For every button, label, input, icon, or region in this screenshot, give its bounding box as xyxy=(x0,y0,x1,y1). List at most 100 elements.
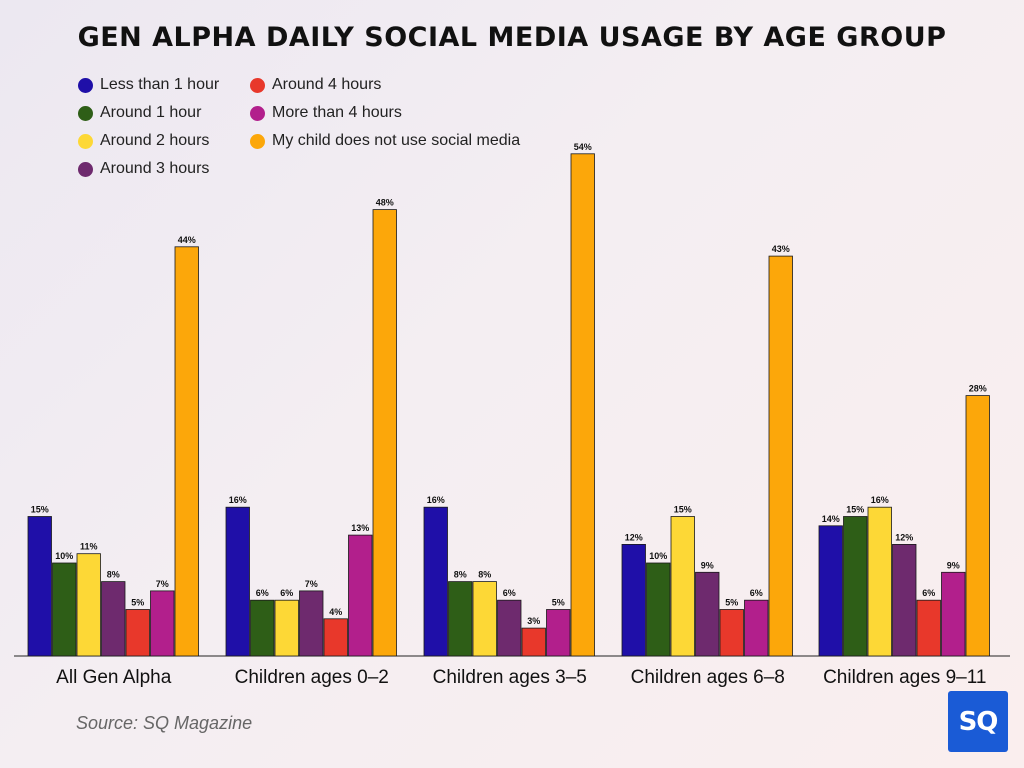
bar xyxy=(225,506,250,657)
x-tick-label: Children ages 3–5 xyxy=(433,667,587,688)
chart-title: GEN ALPHA DAILY SOCIAL MEDIA USAGE BY AG… xyxy=(77,22,947,53)
source-note: Source: SQ Magazine xyxy=(76,713,253,733)
x-tick-label: All Gen Alpha xyxy=(56,667,172,688)
bar xyxy=(843,516,868,657)
legend-item: My child does not use social media xyxy=(250,129,520,153)
bar xyxy=(250,599,275,657)
bar xyxy=(546,609,571,657)
legend-label: Less than 1 hour xyxy=(100,76,220,93)
bar xyxy=(670,516,695,657)
bar-value-label: 44% xyxy=(178,235,196,245)
legend-swatch xyxy=(78,105,93,121)
bar xyxy=(744,599,769,657)
bar-value-label: 8% xyxy=(454,570,467,580)
bar xyxy=(27,516,52,657)
bar xyxy=(52,562,77,657)
bar xyxy=(448,581,473,657)
bar xyxy=(372,209,397,657)
bar-value-label: 16% xyxy=(229,495,247,505)
bar-value-label: 6% xyxy=(922,588,935,598)
sq-logo: SQ xyxy=(948,691,1008,752)
bar-value-label: 54% xyxy=(574,142,592,152)
bar-value-label: 9% xyxy=(947,560,960,570)
legend-swatch xyxy=(250,133,265,149)
bar-value-label: 15% xyxy=(846,505,864,515)
bar-value-label: 8% xyxy=(478,570,491,580)
legend-swatch xyxy=(78,161,93,177)
legend-label: Around 2 hours xyxy=(100,132,210,149)
legend-swatch xyxy=(250,105,265,121)
bar-value-label: 48% xyxy=(376,198,394,208)
bar xyxy=(348,534,373,657)
bar xyxy=(274,599,299,657)
bar xyxy=(941,571,966,657)
bar xyxy=(101,581,126,657)
bar-value-label: 6% xyxy=(750,588,763,598)
bar-value-label: 5% xyxy=(725,598,738,608)
bar-value-label: 11% xyxy=(80,542,98,552)
bar xyxy=(174,246,199,657)
bar xyxy=(965,395,990,657)
bar xyxy=(818,525,843,657)
bar-value-label: 6% xyxy=(280,588,293,598)
bar-value-label: 12% xyxy=(895,532,913,542)
bar xyxy=(916,599,941,657)
legend-swatch xyxy=(78,133,93,149)
bar-value-label: 3% xyxy=(527,616,540,626)
bar xyxy=(892,544,917,657)
bar xyxy=(719,609,744,657)
legend-swatch xyxy=(78,77,93,93)
legend-item: Around 1 hour xyxy=(78,101,201,125)
bar xyxy=(867,506,892,657)
legend-item: Around 4 hours xyxy=(250,73,381,97)
x-tick-label: Children ages 0–2 xyxy=(235,667,389,688)
bar xyxy=(768,255,793,657)
bar xyxy=(423,506,448,657)
bar xyxy=(695,571,720,657)
bar-value-label: 8% xyxy=(107,570,120,580)
bar-value-label: 9% xyxy=(701,560,714,570)
bar-value-label: 10% xyxy=(55,551,73,561)
chart-legend: Less than 1 hour Around 1 hour Around 2 ho… xyxy=(0,0,1024,190)
bar-value-label: 7% xyxy=(156,579,169,589)
bar-value-label: 10% xyxy=(649,551,667,561)
bar xyxy=(472,581,497,657)
bar-value-label: 6% xyxy=(503,588,516,598)
legend-label: More than 4 hours xyxy=(272,104,402,121)
bar xyxy=(521,627,546,657)
bar-value-label: 43% xyxy=(772,244,790,254)
legend-item: More than 4 hours xyxy=(250,101,402,125)
bar xyxy=(323,618,348,657)
legend-swatch xyxy=(250,77,265,93)
bar-value-label: 12% xyxy=(625,532,643,542)
legend-label: Around 4 hours xyxy=(272,76,382,93)
bar-value-label: 7% xyxy=(305,579,318,589)
bar-value-label: 15% xyxy=(674,505,692,515)
bar-value-label: 6% xyxy=(256,588,269,598)
bar-value-label: 14% xyxy=(822,514,840,524)
bar-value-label: 28% xyxy=(969,384,987,394)
sq-logo-text: SQ xyxy=(958,706,999,737)
legend-item: Around 2 hours xyxy=(78,129,209,153)
legend-label: My child does not use social media xyxy=(272,132,521,149)
legend-item: Less than 1 hour xyxy=(78,73,219,97)
x-tick-label: Children ages 9–11 xyxy=(823,667,986,688)
legend-item: Around 3 hours xyxy=(78,157,209,181)
bar-value-label: 4% xyxy=(329,607,342,617)
bar xyxy=(125,609,150,657)
bar-value-label: 16% xyxy=(427,495,445,505)
bar xyxy=(646,562,671,657)
bar xyxy=(150,590,175,657)
bar-value-label: 15% xyxy=(31,505,49,515)
bar xyxy=(621,544,646,657)
bar-value-label: 16% xyxy=(871,495,889,505)
bar xyxy=(76,553,101,657)
bar-value-label: 5% xyxy=(131,598,144,608)
bar xyxy=(299,590,324,657)
bar xyxy=(570,153,595,657)
bar-value-label: 13% xyxy=(351,523,369,533)
bar-value-label: 5% xyxy=(552,598,565,608)
x-tick-label: Children ages 6–8 xyxy=(631,667,785,688)
bar xyxy=(497,599,522,657)
